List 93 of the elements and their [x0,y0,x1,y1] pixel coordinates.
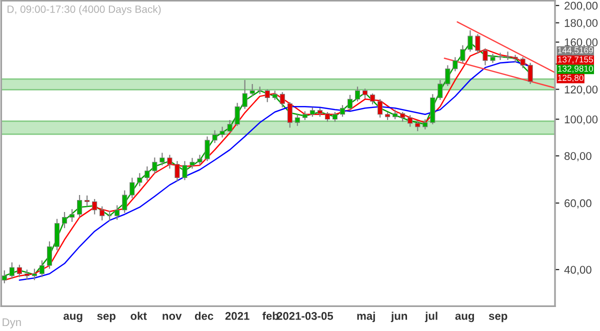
x-tick-label: sep [97,314,116,322]
candlestick [340,104,346,118]
x-tick-label: 2021 [225,312,250,320]
chart-title: D, 09:00-17:30 (4000 Days Back) [8,5,161,15]
x-tick-label: feb [262,312,278,320]
candlestick [46,240,52,270]
candlestick [512,54,518,63]
candlestick [242,79,248,110]
candlestick [220,126,225,138]
candlestick [378,98,383,118]
text: 132,9810 [558,66,593,73]
candlestick [294,114,300,126]
candlestick [182,160,188,181]
x-tick-label: aug [64,314,82,322]
candlestick [445,64,450,86]
candlestick [234,102,240,126]
y-tick-label: 100,00 [564,116,598,125]
candlestick [422,118,428,130]
text: 144,5169 [558,47,593,54]
x-tick-label: jun [390,312,408,322]
candlestick [452,56,458,72]
candlestick [475,34,480,54]
candlestick [204,136,210,162]
x-tick-label: sep [488,314,508,322]
candlestick [347,94,353,112]
text: 125,80 [558,74,584,82]
x-tick-label: dec [194,312,214,320]
y-tick-label: 200,00 [564,2,598,11]
candlestick [144,166,150,182]
x-tick-label: maj [357,312,375,322]
candlestick [438,79,443,100]
candlestick [62,211,68,229]
candlestick [122,190,128,214]
candlestick [84,195,90,207]
x-tick-label: jul [424,312,438,322]
y-tick-label: 80,00 [564,152,592,162]
candlestick [505,51,510,61]
candlestick [77,194,82,218]
candlestick [490,53,496,64]
x-tick-label: 2021-03-05 [276,312,334,320]
candlestick [264,88,270,103]
candlestick [70,208,75,222]
candlestick [114,204,120,220]
candlestick [362,88,368,100]
y-tick-label: 120,00 [564,86,598,95]
candlestick [272,90,278,100]
candlestick [370,92,376,105]
candlestick [280,92,285,108]
y-tick-label: 40,00 [564,266,592,276]
candlestick [468,30,473,52]
x-tick-label: nov [162,314,182,320]
candlestick [415,120,420,132]
candlestick [137,172,142,187]
candlestick [190,157,195,170]
candlestick [167,154,172,170]
candlestick [498,52,503,61]
candlestick [227,120,232,134]
candlestick [2,270,7,284]
candlestick [197,154,202,166]
candlestick [92,198,98,215]
candlestick [54,218,60,251]
candlestick [528,62,533,84]
y-tick-label: 60,00 [564,199,592,208]
candlestick [332,111,338,122]
candlestick [310,106,315,118]
candlestick [174,160,180,182]
candlestick [392,109,398,120]
candlestick [32,268,38,281]
y-tick-label: 160,00 [564,38,598,48]
candlestick [16,264,22,278]
candlestick [107,210,112,222]
candlestick [324,111,330,122]
text: Dyn [2,318,21,328]
candlestick [212,130,218,144]
text: 137,7155 [558,56,593,64]
candlestick [400,111,406,122]
candlestick [482,48,488,66]
y-tick-label: 180,00 [564,19,598,28]
candlestick [354,86,360,102]
candlestick [250,83,255,97]
candlestick [9,262,14,280]
candlestick [287,102,292,128]
x-tick-label: okt [130,312,147,320]
candlestick [130,177,135,199]
candlestick [39,260,45,278]
candlestick [152,156,158,174]
candlestick [100,206,105,221]
x-tick-label: aug [455,314,474,322]
candlestick [24,269,30,280]
candlestick [408,114,413,128]
candlestick [160,152,165,166]
candlestick [520,56,526,69]
candlestick [460,44,466,64]
